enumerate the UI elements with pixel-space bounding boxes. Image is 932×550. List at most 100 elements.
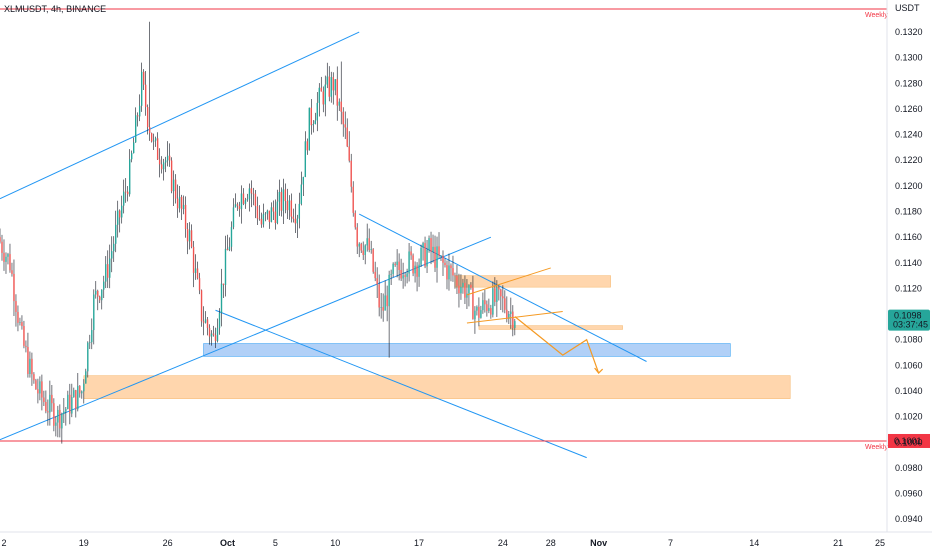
last-price-tag: 0.1098 03:37:45: [888, 309, 930, 331]
candle-body: [244, 200, 247, 204]
price-tick-label: 0.1120: [895, 283, 922, 293]
candle-body: [350, 160, 352, 187]
candle-body: [514, 321, 516, 328]
candle-body: [186, 228, 189, 242]
price-tick-label: 0.1180: [895, 207, 922, 217]
candle-body: [472, 287, 474, 320]
candle-body: [115, 224, 117, 244]
candle-body: [412, 255, 414, 274]
candle-body: [494, 288, 496, 302]
candle-body: [392, 263, 394, 274]
time-tick-label: 7: [668, 538, 673, 548]
candle-body: [164, 160, 167, 163]
candle-body: [376, 278, 378, 285]
candle-body: [276, 201, 279, 224]
candle-body: [176, 198, 179, 209]
price-tick-label: 0.1040: [895, 386, 923, 396]
candle-body: [326, 76, 328, 85]
candle-body: [426, 249, 428, 267]
candle-body: [67, 394, 69, 409]
zone-orange-3: [83, 375, 791, 399]
candle-body: [109, 258, 111, 278]
candle-body: [238, 205, 241, 210]
price-tick-label: 0.1240: [895, 130, 923, 140]
candle-body: [462, 282, 464, 287]
candle-body: [368, 238, 370, 250]
candle-body: [508, 314, 510, 319]
candle-body: [230, 227, 233, 247]
candle-body: [370, 249, 372, 250]
candle-body: [250, 188, 253, 194]
candle-body: [7, 254, 9, 257]
candle-body: [174, 179, 177, 199]
candle-body: [190, 230, 193, 247]
candle-body: [180, 196, 183, 210]
header-separator-1: ,: [46, 4, 51, 14]
candle-body: [486, 304, 488, 311]
candle-body: [304, 141, 307, 177]
candle-body: [119, 210, 121, 218]
candle-body: [142, 71, 145, 85]
candle-body: [226, 248, 229, 251]
candle-body: [17, 311, 19, 323]
candle-body: [496, 287, 498, 302]
candle-body: [21, 322, 23, 327]
candle-body: [502, 296, 504, 299]
candle-body: [386, 295, 388, 307]
price-tick-label: 0.1200: [895, 181, 923, 191]
candle-body: [232, 207, 235, 228]
weekly-level-label-0: Weekly: [865, 12, 888, 19]
candle-body: [97, 290, 99, 297]
candle-body: [103, 281, 105, 290]
candle-body: [430, 238, 432, 252]
candle-body: [364, 245, 366, 255]
candle-body: [131, 153, 133, 160]
candle-body: [292, 216, 295, 219]
candle-body: [138, 105, 141, 117]
candle-body: [39, 381, 41, 394]
candle-body: [246, 198, 249, 201]
time-tick-label: 24: [498, 538, 508, 548]
candle-body: [398, 261, 400, 271]
candle-body: [57, 409, 59, 423]
candle-body: [218, 312, 221, 329]
candle-body: [5, 256, 7, 262]
candle-body: [77, 385, 79, 410]
candle-body: [198, 278, 201, 291]
candle-body: [146, 107, 149, 128]
candle-body: [308, 107, 311, 151]
candle-body: [310, 107, 312, 126]
candle-body: [476, 306, 478, 311]
candle-body: [63, 411, 65, 415]
candle-body: [316, 102, 318, 121]
candle-body: [414, 265, 416, 274]
candle-body: [448, 265, 450, 280]
candle-body: [216, 328, 219, 341]
candle-body: [470, 284, 472, 288]
candle-body: [332, 77, 334, 91]
bar-countdown: 03:37:45: [893, 320, 928, 330]
candle-body: [9, 254, 11, 271]
candle-body: [336, 79, 338, 106]
time-tick-label: 26: [163, 538, 173, 548]
candle-body: [192, 246, 195, 273]
price-scale[interactable]: 0.1320 0.1300 0.1280 0.1260 0.1240 0.1220 0.12…: [895, 27, 923, 524]
candle-body: [220, 283, 223, 313]
candle-body: [454, 275, 456, 277]
projection-arrowhead: [594, 367, 604, 374]
candle-body: [121, 205, 123, 218]
candle-body: [134, 115, 137, 143]
candle-body: [95, 290, 97, 295]
candle-body: [284, 189, 287, 202]
candle-body: [0, 237, 1, 242]
zones-layer: [83, 275, 791, 399]
candle-body: [296, 218, 299, 224]
candle-body: [194, 268, 197, 273]
candle-body: [156, 138, 159, 160]
candle-body: [93, 294, 95, 331]
time-scale[interactable]: 2 19 26 Oct 5 10 17 24 28 Nov 7 14 21 25: [1, 538, 885, 548]
candle-body: [418, 264, 420, 277]
candle-body: [322, 91, 324, 105]
candle-body: [272, 207, 275, 212]
